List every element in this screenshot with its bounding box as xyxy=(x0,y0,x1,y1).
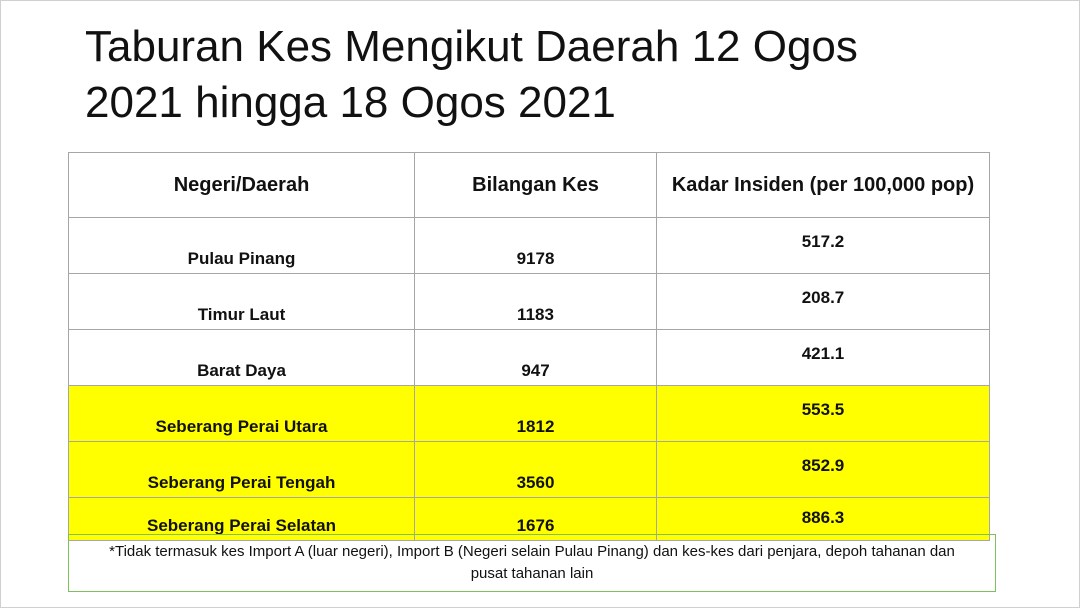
column-header: Kadar Insiden (per 100,000 pop) xyxy=(656,152,990,218)
table-row: Seberang Perai Selatan 1676 886.3 xyxy=(68,497,990,541)
table-cell: 852.9 xyxy=(656,441,990,498)
table-row: Barat Daya 947 421.1 xyxy=(68,329,990,386)
title-line: 2021 hingga 18 Ogos 2021 xyxy=(85,78,616,127)
title-line: Taburan Kes Mengikut Daerah 12 Ogos xyxy=(85,22,858,71)
table-cell: 517.2 xyxy=(656,217,990,274)
column-header: Bilangan Kes xyxy=(414,152,657,218)
table-cell: 1812 xyxy=(414,385,657,442)
table-row: Seberang Perai Utara 1812 553.5 xyxy=(68,385,990,442)
table-cell: Seberang Perai Tengah xyxy=(68,441,415,498)
table-cell: Seberang Perai Utara xyxy=(68,385,415,442)
table-row: Timur Laut 1183 208.7 xyxy=(68,273,990,330)
table-cell: 421.1 xyxy=(656,329,990,386)
table-cell: 553.5 xyxy=(656,385,990,442)
table-cell: Pulau Pinang xyxy=(68,217,415,274)
table-cell: 3560 xyxy=(414,441,657,498)
table-cell: 1183 xyxy=(414,273,657,330)
footnote: *Tidak termasuk kes Import A (luar neger… xyxy=(68,534,996,592)
table-cell: 886.3 xyxy=(656,497,990,541)
table-body: Pulau Pinang 9178 517.2 Timur Laut 1183 208.7… xyxy=(68,217,990,541)
table-cell: 208.7 xyxy=(656,273,990,330)
slide-title: Taburan Kes Mengikut Daerah 12 Ogos 2021… xyxy=(85,19,858,131)
table-cell: 9178 xyxy=(414,217,657,274)
data-table: Negeri/Daerah Bilangan Kes Kadar Insiden (… xyxy=(68,152,990,541)
header-row: Negeri/Daerah Bilangan Kes Kadar Insiden (… xyxy=(68,152,990,218)
table-cell: Barat Daya xyxy=(68,329,415,386)
table-cell: Timur Laut xyxy=(68,273,415,330)
column-header: Negeri/Daerah xyxy=(68,152,415,218)
table-cell: Seberang Perai Selatan xyxy=(68,497,415,541)
table-row: Pulau Pinang 9178 517.2 xyxy=(68,217,990,274)
table-cell: 947 xyxy=(414,329,657,386)
table-row: Seberang Perai Tengah 3560 852.9 xyxy=(68,441,990,498)
